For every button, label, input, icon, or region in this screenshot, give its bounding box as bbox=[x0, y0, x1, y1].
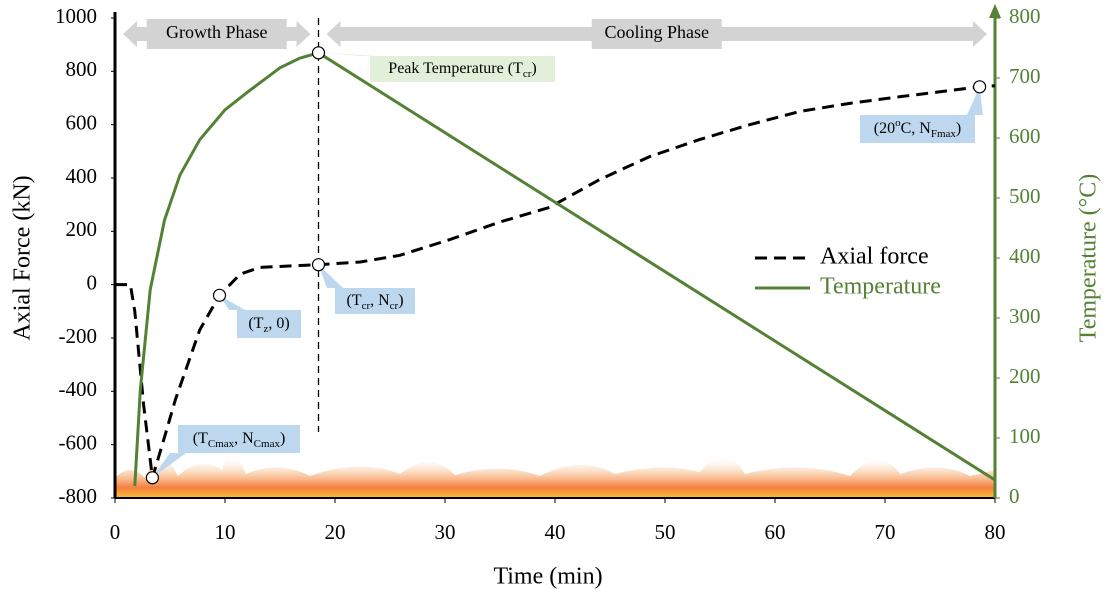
annotation-box bbox=[335, 288, 415, 314]
legend-label: Temperature bbox=[820, 274, 941, 300]
annotation-part: cr bbox=[362, 300, 371, 312]
annotation-part: , N bbox=[234, 430, 254, 447]
y2-tick-label: 500 bbox=[1009, 184, 1041, 208]
phase-label: Cooling Phase bbox=[604, 22, 709, 42]
legend-label: Axial force bbox=[820, 244, 929, 270]
annotation-pointer bbox=[152, 453, 186, 478]
annotation-point bbox=[212, 288, 227, 302]
y-tick-label: -800 bbox=[59, 484, 98, 508]
annotation-label: (20oC, NFmax) bbox=[874, 117, 961, 140]
annotation-part: Fmax bbox=[931, 128, 957, 140]
y-axis-label: Axial Force (kN) bbox=[10, 175, 36, 340]
annotation-part: (T bbox=[346, 292, 361, 309]
annotation-box bbox=[860, 115, 975, 143]
annotation-part: ) bbox=[956, 120, 961, 137]
series-line bbox=[133, 51, 996, 487]
annotation-part: (20 bbox=[874, 120, 895, 137]
annotation-part: cr bbox=[523, 68, 532, 80]
y2-tick-label: 800 bbox=[1009, 4, 1041, 28]
annotation-part: , 0) bbox=[268, 315, 289, 332]
x-tick-label: 0 bbox=[110, 520, 121, 544]
annotation-part: Peak Temperature (T bbox=[388, 60, 523, 77]
annotation-pointer bbox=[318, 264, 343, 288]
y2-tick-label: 300 bbox=[1009, 304, 1041, 328]
x-tick-label: 10 bbox=[215, 520, 236, 544]
annotation-box bbox=[370, 56, 555, 82]
y2-tick-label: 0 bbox=[1009, 484, 1020, 508]
y-tick-label: 0 bbox=[87, 270, 98, 294]
annotation-label: (Tz, 0) bbox=[248, 315, 289, 335]
annotation-part: ) bbox=[280, 430, 285, 447]
x-tick-label: 30 bbox=[435, 520, 456, 544]
y-tick-label: 1000 bbox=[55, 4, 97, 28]
annotation-pointer bbox=[318, 52, 378, 56]
y-tick-label: 200 bbox=[66, 217, 98, 241]
y-tick-label: 600 bbox=[66, 110, 98, 134]
x-tick-label: 20 bbox=[325, 520, 346, 544]
x-tick-label: 80 bbox=[985, 520, 1006, 544]
annotation-pointer bbox=[967, 86, 983, 115]
y-tick-label: -400 bbox=[59, 377, 98, 401]
phase-label-box bbox=[146, 19, 287, 49]
annotation-point bbox=[311, 258, 326, 272]
annotation-point bbox=[972, 80, 987, 94]
y2-tick-label: 600 bbox=[1009, 124, 1041, 148]
annotation-part: (T bbox=[248, 315, 263, 332]
annotation-part: Cmax bbox=[208, 438, 235, 450]
annotation-label: Peak Temperature (Tcr) bbox=[388, 60, 536, 80]
annotation-part: , N bbox=[370, 292, 390, 309]
y2-tick-label: 700 bbox=[1009, 64, 1041, 88]
annotation-part: o bbox=[895, 117, 901, 129]
y2-axis-arrow bbox=[989, 4, 1001, 18]
y-tick-label: -600 bbox=[59, 430, 98, 454]
x-axis-label: Time (min) bbox=[493, 564, 602, 590]
annotation-pointer bbox=[219, 295, 245, 310]
annotation-box bbox=[178, 425, 300, 453]
x-tick-label: 70 bbox=[875, 520, 896, 544]
y-tick-label: -200 bbox=[59, 324, 98, 348]
annotation-label: (Tcr, Ncr) bbox=[346, 292, 403, 312]
y2-tick-label: 100 bbox=[1009, 424, 1041, 448]
annotation-part: C, N bbox=[901, 120, 932, 137]
annotation-point bbox=[311, 46, 326, 60]
annotation-label: (TCmax, NCmax) bbox=[193, 430, 286, 450]
x-tick-label: 40 bbox=[545, 520, 566, 544]
x-tick-label: 60 bbox=[765, 520, 786, 544]
phase-label-box bbox=[591, 19, 722, 49]
flames bbox=[115, 454, 995, 498]
annotation-box bbox=[237, 310, 301, 338]
y2-tick-label: 400 bbox=[1009, 244, 1041, 268]
annotation-part: (T bbox=[193, 430, 208, 447]
annotation-part: ) bbox=[531, 60, 536, 77]
annotation-part: z bbox=[263, 323, 268, 335]
annotation-part: ) bbox=[398, 292, 403, 309]
series-line bbox=[115, 84, 996, 479]
y-tick-label: 400 bbox=[66, 164, 98, 188]
y-tick-label: 800 bbox=[66, 57, 98, 81]
annotation-part: cr bbox=[390, 300, 399, 312]
phase-label: Growth Phase bbox=[166, 22, 268, 42]
y2-tick-label: 200 bbox=[1009, 364, 1041, 388]
annotation-part: Cmax bbox=[254, 438, 281, 450]
y2-axis-label: Temperature (°C) bbox=[1076, 174, 1102, 343]
annotation-point bbox=[145, 471, 159, 485]
x-tick-label: 50 bbox=[655, 520, 676, 544]
